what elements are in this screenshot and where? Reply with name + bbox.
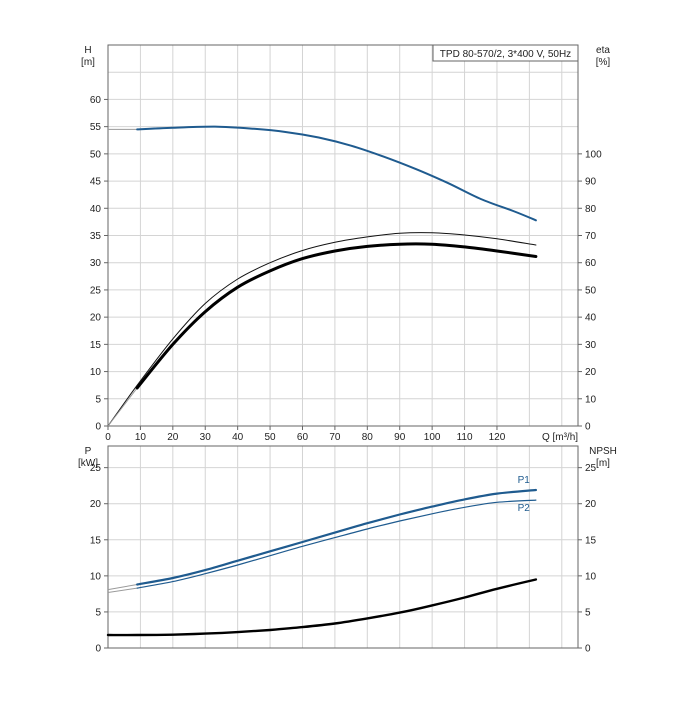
top-left-tick-label: 20 [90, 313, 102, 324]
x-tick-label: 70 [329, 432, 341, 443]
series-P1-extension [107, 584, 138, 591]
bottom-right-tick-label: 15 [585, 535, 597, 546]
x-tick-label: 50 [265, 432, 277, 443]
bottom-right-tick-label: 10 [585, 571, 597, 582]
bottom-plot-area [108, 446, 578, 648]
bottom-left-axis-unit: [kW] [78, 458, 98, 469]
x-tick-label: 40 [232, 432, 244, 443]
bottom-right-tick-label: 25 [585, 463, 597, 474]
bottom-right-axis-name: NPSH [589, 446, 617, 457]
top-left-tick-label: 45 [90, 177, 102, 188]
series-eta-lower [135, 242, 538, 390]
bottom-left-tick-label: 0 [95, 644, 101, 655]
top-left-tick-label: 10 [90, 367, 102, 378]
x-tick-label: 60 [297, 432, 309, 443]
top-left-tick-label: 25 [90, 285, 102, 296]
series-label-P2: P2 [518, 503, 531, 514]
x-tick-label: 30 [200, 432, 212, 443]
x-tick-label: 110 [457, 432, 473, 443]
x-tick-label: 80 [362, 432, 374, 443]
top-left-tick-label: 30 [90, 258, 102, 269]
x-tick-label: 90 [394, 432, 406, 443]
chart-title-box [432, 44, 579, 62]
top-right-tick-label: 70 [585, 231, 597, 242]
top-left-tick-label: 35 [90, 231, 102, 242]
series-NPSH [106, 578, 538, 637]
top-right-axis-unit: [%] [596, 57, 611, 68]
top-left-tick-label: 55 [90, 122, 102, 133]
series-P1 [136, 488, 537, 586]
bottom-right-tick-label: 0 [585, 644, 591, 655]
top-left-axis-unit: [m] [81, 57, 95, 68]
series-eta-upper [107, 232, 537, 427]
bottom-right-tick-label: 5 [585, 607, 591, 618]
series-head [136, 125, 537, 222]
top-right-tick-label: 10 [585, 394, 597, 405]
bottom-left-tick-label: 15 [90, 535, 102, 546]
top-left-tick-label: 60 [90, 95, 102, 106]
bottom-right-tick-label: 20 [585, 499, 597, 510]
bottom-right-axis-unit: [m] [596, 458, 610, 469]
x-tick-label: 120 [489, 432, 506, 443]
bottom-left-tick-label: 25 [90, 463, 102, 474]
top-right-tick-label: 100 [585, 149, 602, 160]
bottom-left-tick-label: 5 [95, 607, 101, 618]
top-right-tick-label: 0 [585, 422, 591, 433]
bottom-left-tick-label: 10 [90, 571, 102, 582]
top-left-tick-label: 0 [95, 422, 101, 433]
top-right-tick-label: 40 [585, 313, 597, 324]
bottom-plot-border [107, 445, 579, 649]
top-right-tick-label: 60 [585, 258, 597, 269]
series-label-P1: P1 [518, 475, 531, 486]
x-tick-label: 10 [135, 432, 147, 443]
top-left-axis-name: H [84, 45, 91, 56]
chart-title: TPD 80-570/2, 3*400 V, 50Hz [440, 49, 571, 60]
top-right-tick-label: 50 [585, 285, 597, 296]
x-axis-title: Q [m³/h] [542, 432, 578, 443]
top-left-tick-label: 50 [90, 149, 102, 160]
top-left-tick-label: 15 [90, 340, 102, 351]
bottom-left-tick-label: 20 [90, 499, 102, 510]
top-left-tick-label: 40 [90, 204, 102, 215]
top-right-axis-name: eta [596, 45, 610, 56]
top-right-tick-label: 20 [585, 367, 597, 378]
top-left-tick-label: 5 [95, 394, 101, 405]
top-right-tick-label: 30 [585, 340, 597, 351]
bottom-left-axis-name: P [85, 446, 92, 457]
series-eta-lower-extension [107, 387, 138, 427]
series-P2-extension [107, 587, 138, 593]
x-tick-label: 0 [105, 432, 111, 443]
series-P2 [136, 499, 537, 589]
top-right-tick-label: 80 [585, 204, 597, 215]
x-tick-label: 20 [167, 432, 179, 443]
top-right-tick-label: 90 [585, 177, 597, 188]
x-tick-label: 100 [424, 432, 441, 443]
